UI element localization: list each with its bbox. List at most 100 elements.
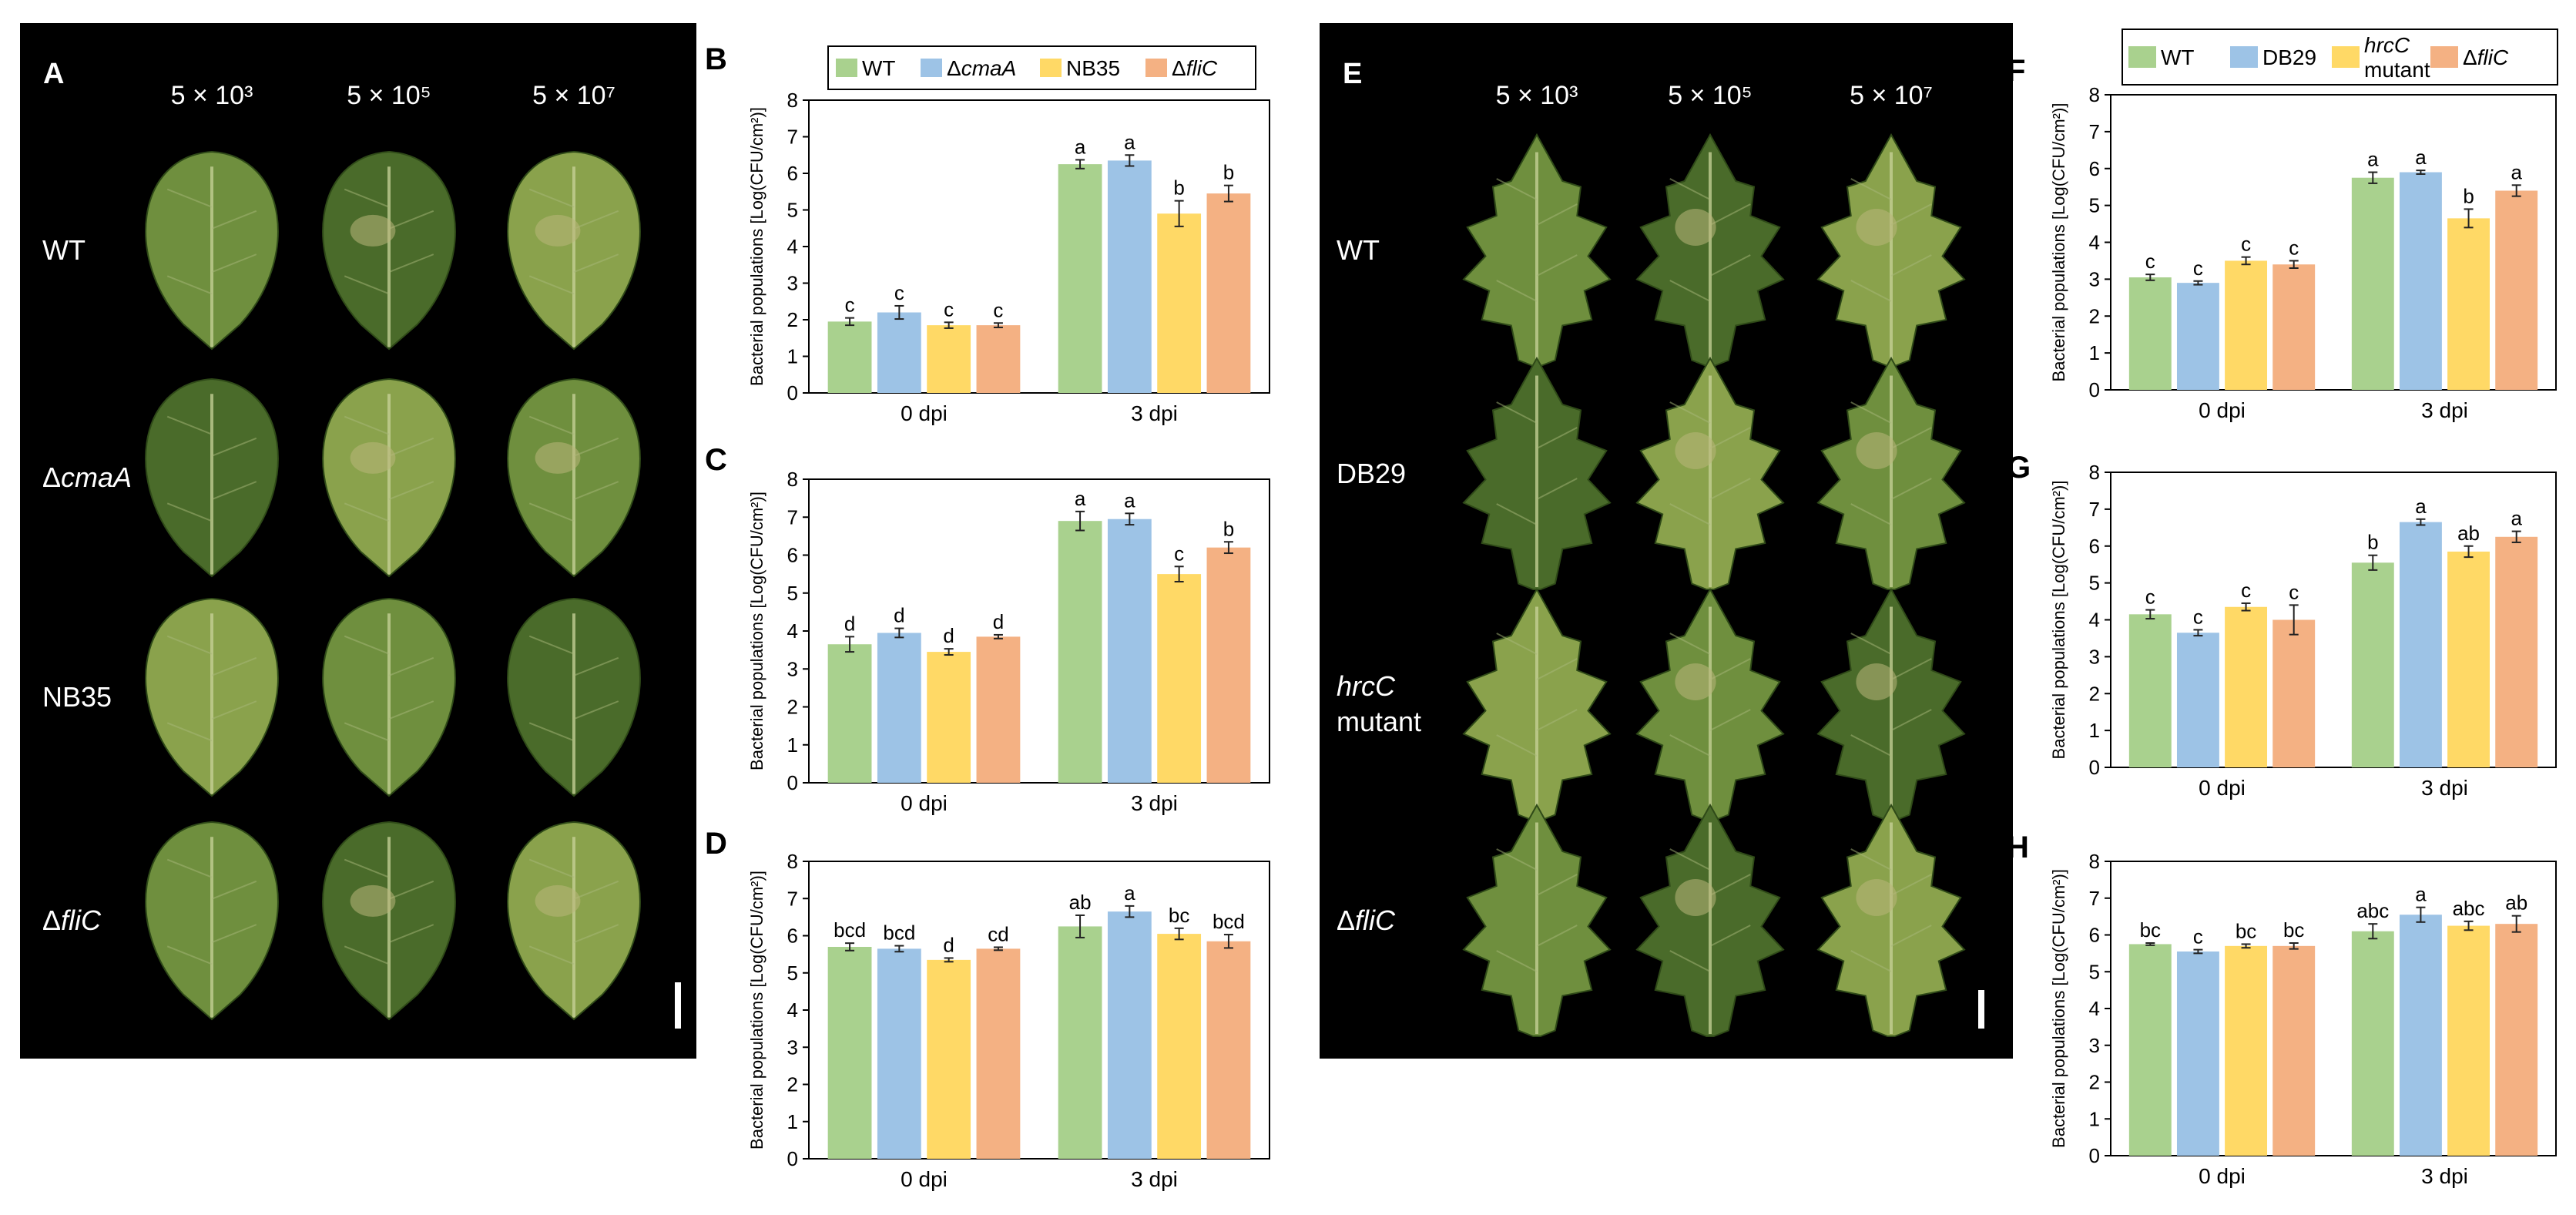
y-tick-label: 3: [2089, 645, 2100, 668]
scale-bar: [1978, 990, 1984, 1029]
bar-0dpi-s0: [2128, 944, 2172, 1156]
bar-0dpi-s0: [2128, 614, 2172, 767]
y-tick-label: 8: [787, 468, 798, 491]
significance-letter: a: [2415, 495, 2427, 518]
lesion-spot: [350, 884, 396, 917]
y-tick-label: 3: [2089, 1034, 2100, 1057]
lesion-spot: [535, 441, 581, 474]
significance-letter: a: [2367, 148, 2379, 171]
significance-letter: bc: [1169, 904, 1189, 927]
y-tick-label: 5: [2089, 960, 2100, 983]
significance-letter: abc: [2356, 899, 2389, 922]
column-header: 5 × 10⁵: [1668, 81, 1753, 110]
significance-letter: bcd: [883, 921, 915, 945]
y-tick-label: 2: [2089, 1071, 2100, 1094]
lesion-spot: [1675, 432, 1716, 469]
panel-letter: G: [2007, 451, 2031, 485]
significance-letter: bcd: [834, 918, 866, 941]
y-tick-label: 0: [787, 1147, 798, 1170]
y-tick-label: 3: [787, 272, 798, 295]
significance-letter: c: [2145, 250, 2155, 273]
x-tick-label: 0 dpi: [901, 1167, 948, 1191]
leaf-image: [1816, 587, 1966, 821]
legend-B: WT ΔcmaA NB35 ΔfliC: [827, 45, 1256, 90]
bar-0dpi-s3: [2272, 264, 2316, 390]
significance-letter: b: [2367, 531, 2378, 554]
bar-3dpi-s3: [1206, 547, 1251, 783]
bar-3dpi-s1: [1107, 160, 1152, 393]
y-tick-label: 0: [2089, 378, 2100, 401]
significance-letter: a: [2511, 507, 2522, 530]
x-tick-label: 3 dpi: [1131, 1167, 1178, 1191]
bar-0dpi-s0: [827, 321, 872, 393]
bar-3dpi-s0: [1058, 164, 1102, 393]
bar-0dpi-s3: [976, 636, 1021, 783]
leaf-image: [1635, 587, 1785, 821]
row-label: DB29: [1337, 458, 1406, 489]
significance-letter: a: [2511, 160, 2522, 183]
y-tick-label: 6: [787, 544, 798, 567]
leaf-image: [507, 821, 641, 1021]
y-tick-label: 0: [787, 381, 798, 404]
bar-3dpi-s1: [2399, 915, 2442, 1156]
bar-0dpi-s3: [976, 325, 1021, 393]
x-tick-label: 3 dpi: [2421, 1164, 2468, 1188]
bar-0dpi-s2: [927, 959, 971, 1159]
panel-letter: D: [705, 827, 727, 861]
bar-3dpi-s3: [2495, 190, 2538, 390]
significance-letter: abc: [2453, 897, 2485, 920]
bar-charts: B 0 1 2 3 4 5 6 7 8 Bacterial populations [Log(CFU…: [705, 42, 2557, 1191]
y-tick-label: 8: [2089, 83, 2100, 106]
significance-letter: a: [1075, 135, 1086, 158]
row-label: ΔcmaA: [42, 461, 132, 493]
leaf-image: [507, 378, 641, 578]
y-tick-label: 1: [2089, 719, 2100, 742]
significance-letter: c: [944, 297, 954, 321]
y-tick-label: 6: [2089, 924, 2100, 947]
legend-label: hrcC: [2364, 33, 2410, 57]
y-tick-label: 1: [787, 733, 798, 757]
legend-swatch: [2332, 46, 2360, 68]
panel-letter: H: [2007, 831, 2029, 864]
x-tick-label: 3 dpi: [1131, 791, 1178, 815]
legend-label: DB29: [2262, 45, 2316, 69]
row-label: WT: [42, 234, 86, 266]
x-tick-label: 0 dpi: [2199, 776, 2246, 800]
y-tick-label: 8: [2089, 850, 2100, 873]
bar-3dpi-s2: [1157, 574, 1202, 783]
panel-letter: C: [705, 443, 727, 477]
y-tick-label: 4: [787, 999, 798, 1022]
y-tick-label: 7: [787, 126, 798, 149]
y-tick-label: 5: [2089, 572, 2100, 595]
bar-0dpi-s1: [2176, 951, 2219, 1156]
y-tick-label: 0: [787, 771, 798, 794]
leaf-image: [1462, 587, 1612, 821]
legend-label: ΔcmaA: [947, 56, 1016, 80]
legend-swatch: [1040, 59, 1062, 77]
bar-3dpi-s2: [2447, 925, 2490, 1156]
y-axis-label: Bacterial populations [Log(CFU/cm²)]: [747, 871, 766, 1150]
column-header: 5 × 10⁷: [1850, 81, 1933, 110]
panel-letter: F: [2007, 54, 2025, 88]
scale-bar: [675, 982, 681, 1029]
lesion-spot: [350, 214, 396, 247]
leaf-image: [1816, 803, 1966, 1037]
column-header: 5 × 10⁷: [532, 81, 615, 110]
photo-panels: A 5 × 10³ 5 × 10⁵ 5 × 10⁷ WT ΔcmaA NB35 ΔfliC E 5…: [20, 23, 2013, 1059]
chart-F: F 0 1 2 3 4 5 6 7 8 Bacterial populations [Log(CFU…: [2007, 54, 2557, 422]
significance-letter: ab: [2457, 522, 2480, 545]
photo-panel-E: E 5 × 10³ 5 × 10⁵ 5 × 10⁷ WT DB29 hrcC mutant Δf…: [1320, 23, 2013, 1059]
y-tick-label: 6: [787, 925, 798, 948]
y-tick-label: 5: [2089, 194, 2100, 217]
significance-letter: a: [2415, 146, 2427, 169]
bar-3dpi-s1: [2399, 522, 2442, 767]
significance-letter: bc: [2140, 918, 2161, 941]
significance-letter: b: [1223, 517, 1234, 540]
bar-3dpi-s2: [1157, 213, 1202, 393]
bar-3dpi-s0: [1058, 926, 1102, 1159]
significance-letter: a: [1124, 881, 1135, 905]
significance-letter: d: [943, 933, 954, 956]
lesion-spot: [1675, 879, 1716, 916]
